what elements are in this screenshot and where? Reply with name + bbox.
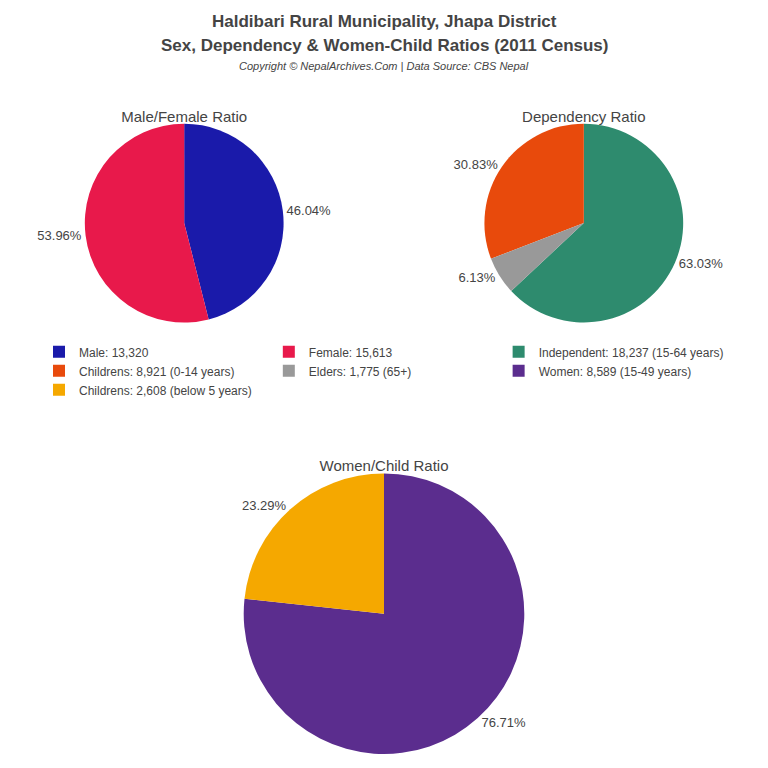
svg-text:46.04%: 46.04% (287, 203, 332, 218)
svg-text:Haldibari Rural Municipality,: Haldibari Rural Municipality, Jhapa Dist… (212, 12, 557, 31)
svg-text:Childrens: 8,921 (0-14 years): Childrens: 8,921 (0-14 years) (79, 365, 234, 379)
svg-text:Women/Child Ratio: Women/Child Ratio (320, 457, 449, 474)
svg-text:6.13%: 6.13% (459, 270, 496, 285)
svg-text:23.29%: 23.29% (242, 498, 287, 513)
svg-text:Sex, Dependency & Women-Child: Sex, Dependency & Women-Child Ratios (20… (161, 36, 608, 55)
svg-text:53.96%: 53.96% (37, 228, 82, 243)
svg-text:Male: 13,320: Male: 13,320 (79, 346, 149, 360)
svg-text:Male/Female Ratio: Male/Female Ratio (121, 108, 247, 125)
svg-text:Childrens: 2,608 (below 5 year: Childrens: 2,608 (below 5 years) (79, 384, 252, 398)
svg-text:Women: 8,589 (15-49 years): Women: 8,589 (15-49 years) (539, 365, 692, 379)
svg-text:30.83%: 30.83% (454, 157, 499, 172)
svg-text:Copyright © NepalArchives.Com: Copyright © NepalArchives.Com | Data Sou… (239, 60, 529, 72)
svg-text:Independent: 18,237 (15-64 yea: Independent: 18,237 (15-64 years) (539, 346, 724, 360)
svg-text:Female: 15,613: Female: 15,613 (309, 346, 393, 360)
svg-text:76.71%: 76.71% (481, 715, 526, 730)
svg-text:63.03%: 63.03% (679, 256, 724, 271)
svg-text:Elders: 1,775 (65+): Elders: 1,775 (65+) (309, 365, 411, 379)
svg-text:Dependency Ratio: Dependency Ratio (522, 108, 645, 125)
